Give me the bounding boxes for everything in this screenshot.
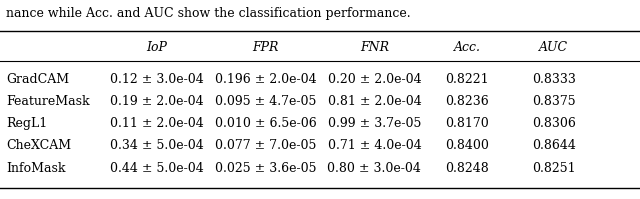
- Text: 0.80 ± 3.0e-04: 0.80 ± 3.0e-04: [328, 162, 421, 175]
- Text: 0.8333: 0.8333: [532, 73, 575, 86]
- Text: 0.20 ± 2.0e-04: 0.20 ± 2.0e-04: [328, 73, 421, 86]
- Text: 0.11 ± 2.0e-04: 0.11 ± 2.0e-04: [110, 117, 204, 130]
- Text: 0.8306: 0.8306: [532, 117, 575, 130]
- Text: 0.8375: 0.8375: [532, 95, 575, 108]
- Text: 0.71 ± 4.0e-04: 0.71 ± 4.0e-04: [328, 139, 421, 152]
- Text: 0.19 ± 2.0e-04: 0.19 ± 2.0e-04: [110, 95, 204, 108]
- Text: 0.8251: 0.8251: [532, 162, 575, 175]
- Text: 0.81 ± 2.0e-04: 0.81 ± 2.0e-04: [328, 95, 421, 108]
- Text: FPR: FPR: [252, 41, 279, 54]
- Text: 0.025 ± 3.6e-05: 0.025 ± 3.6e-05: [215, 162, 316, 175]
- Text: 0.34 ± 5.0e-04: 0.34 ± 5.0e-04: [110, 139, 204, 152]
- Text: 0.44 ± 5.0e-04: 0.44 ± 5.0e-04: [110, 162, 204, 175]
- Text: IoP: IoP: [147, 41, 167, 54]
- Text: 0.8170: 0.8170: [445, 117, 489, 130]
- Text: 0.8400: 0.8400: [445, 139, 489, 152]
- Text: CheXCAM: CheXCAM: [6, 139, 72, 152]
- Text: FeatureMask: FeatureMask: [6, 95, 90, 108]
- Text: RegL1: RegL1: [6, 117, 47, 130]
- Text: 0.077 ± 7.0e-05: 0.077 ± 7.0e-05: [215, 139, 316, 152]
- Text: FNR: FNR: [360, 41, 389, 54]
- Text: 0.12 ± 3.0e-04: 0.12 ± 3.0e-04: [110, 73, 204, 86]
- Text: 0.010 ± 6.5e-06: 0.010 ± 6.5e-06: [215, 117, 316, 130]
- Text: 0.095 ± 4.7e-05: 0.095 ± 4.7e-05: [215, 95, 316, 108]
- Text: 0.8644: 0.8644: [532, 139, 575, 152]
- Text: InfoMask: InfoMask: [6, 162, 66, 175]
- Text: nance while Acc. and AUC show the classification performance.: nance while Acc. and AUC show the classi…: [6, 7, 411, 20]
- Text: 0.8221: 0.8221: [445, 73, 489, 86]
- Text: 0.99 ± 3.7e-05: 0.99 ± 3.7e-05: [328, 117, 421, 130]
- Text: Acc.: Acc.: [454, 41, 481, 54]
- Text: 0.8236: 0.8236: [445, 95, 489, 108]
- Text: 0.8248: 0.8248: [445, 162, 489, 175]
- Text: GradCAM: GradCAM: [6, 73, 70, 86]
- Text: 0.196 ± 2.0e-04: 0.196 ± 2.0e-04: [215, 73, 316, 86]
- Text: AUC: AUC: [539, 41, 568, 54]
